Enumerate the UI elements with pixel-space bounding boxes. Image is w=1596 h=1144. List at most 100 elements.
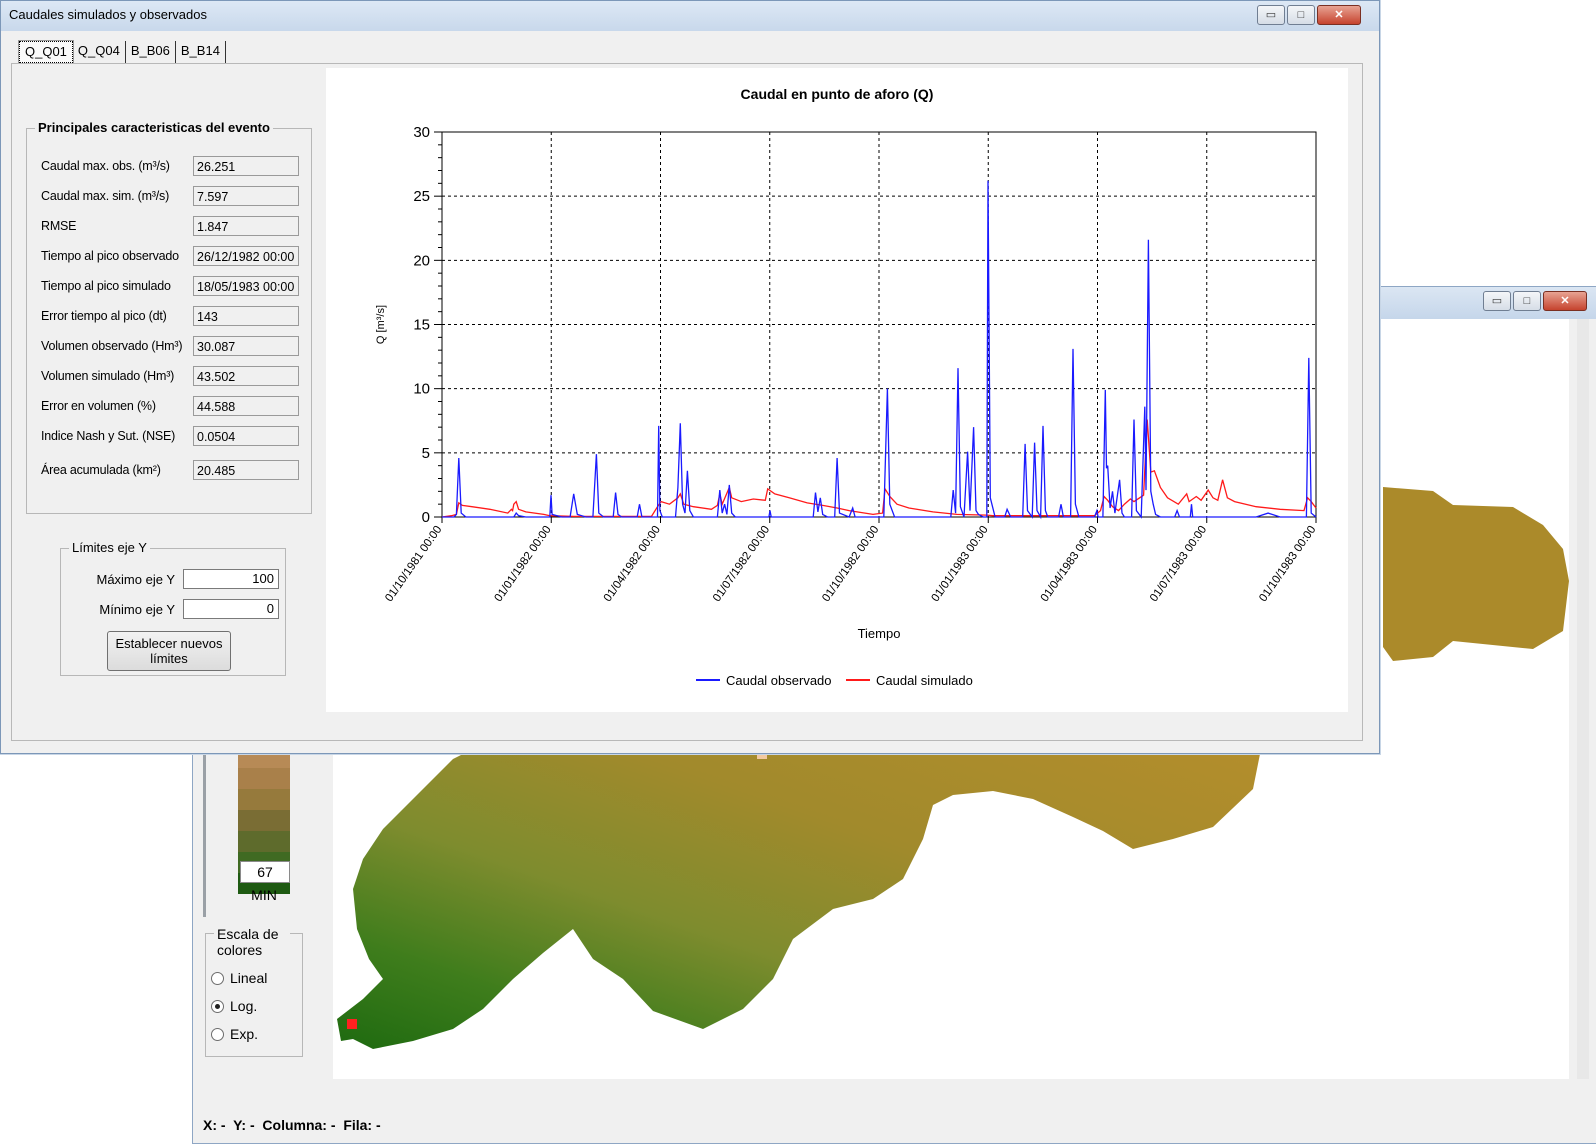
max-y-input[interactable]: 100 [183,569,279,589]
close-icon[interactable]: ✕ [1317,5,1361,25]
y-tick-label: 30 [413,124,430,141]
x-tick-label: 01/10/1983 00:00 [1257,524,1318,604]
x-tick-label: 01/04/1983 00:00 [1039,524,1100,604]
event-field-value[interactable]: 0.0504 [193,426,299,446]
max-y-row: Máximo eje Y 100 [79,569,279,589]
radio-icon [211,1027,224,1041]
status-x-value: - [220,1117,226,1133]
close-icon[interactable]: ✕ [1543,291,1587,311]
event-characteristics-group: Principales caracteristicas del evento C… [26,120,312,514]
chart-title: Caudal en punto de aforo (Q) [740,86,934,102]
event-field-label: Caudal max. obs. (m³/s) [41,159,170,173]
gauge-marker [757,749,767,759]
event-field-value[interactable]: 43.502 [193,366,299,386]
vertical-scrollbar[interactable] [1577,319,1589,1079]
y-tick-label: 10 [413,381,430,398]
flow-window-titlebar: Caudales simulados y observados ▭ □ ✕ [1,1,1379,31]
event-field-row: Error tiempo al pico (dt) 143 [41,305,299,327]
flow-chart: 0 5 10 15 20 25 30 01/10/1981 00:00 01/01/1982 0… [375,124,1318,688]
tab-b-b06[interactable]: B_B06 [126,41,176,63]
chart-area: Caudal en punto de aforo (Q) 0 5 10 15 20 25 3… [326,68,1348,712]
status-x-label: X: [203,1117,217,1133]
x-tick-label: 01/10/1981 00:00 [383,524,444,604]
event-field-row: RMSE 1.847 [41,215,299,237]
event-field-label: Indice Nash y Sut. (NSE) [41,429,176,443]
tab-q-q01[interactable]: Q_Q01 [18,40,74,64]
maximize-icon[interactable]: □ [1513,291,1541,311]
event-field-label: Caudal max. sim. (m³/s) [41,189,170,203]
event-field-label: Volumen simulado (Hm³) [41,369,175,383]
event-field-label: Volumen observado (Hm³) [41,339,183,353]
min-y-row: Mínimo eje Y 0 [79,599,279,619]
status-bar: X: - Y: - Columna: - Fila: - [203,1117,381,1133]
scale-option-lineal[interactable]: Lineal [211,970,267,986]
event-field-row: Volumen observado (Hm³) 30.087 [41,335,299,357]
status-col-label: Columna: [262,1117,327,1133]
flow-window: Caudales simulados y observados ▭ □ ✕ Q_… [0,0,1380,754]
y-tick-label: 0 [422,509,430,526]
color-scale-group: Escala de colores Lineal Log. Exp. [205,926,303,1057]
x-tick-label: 01/01/1983 00:00 [930,524,991,604]
y-tick-label: 5 [422,445,430,462]
event-field-value[interactable]: 44.588 [193,396,299,416]
event-field-label: Error en volumen (%) [41,399,156,413]
event-field-value[interactable]: 26/12/1982 00:00 [193,246,299,266]
event-field-value[interactable]: 143 [193,306,299,326]
event-field-label: Área acumulada (km²) [41,463,161,477]
tab-b-b14[interactable]: B_B14 [176,41,226,63]
status-col-value: - [330,1117,336,1133]
min-y-label: Mínimo eje Y [99,601,175,617]
ramp-swatch [238,789,290,810]
event-field-value[interactable]: 20.485 [193,460,299,480]
minimize-icon[interactable]: ▭ [1257,5,1285,25]
event-field-row: Área acumulada (km²) 20.485 [41,459,299,481]
radio-selected-icon [211,999,224,1013]
ramp-swatch [238,810,290,831]
event-field-value[interactable]: 30.087 [193,336,299,356]
x-tick-label: 01/01/1982 00:00 [493,524,554,604]
scale-option-label: Lineal [230,970,268,986]
event-field-row: Indice Nash y Sut. (NSE) 0.0504 [41,425,299,447]
ramp-swatch [238,768,290,789]
minimize-icon[interactable]: ▭ [1483,291,1511,311]
min-y-input[interactable]: 0 [183,599,279,619]
tab-page: Principales caracteristicas del evento C… [11,63,1363,741]
status-y-label: Y: [233,1117,247,1133]
event-field-value[interactable]: 18/05/1983 00:00 [193,276,299,296]
event-field-label: Tiempo al pico simulado [41,279,171,293]
status-y-value: - [249,1117,255,1133]
y-tick-label: 20 [413,252,430,269]
event-field-value[interactable]: 7.597 [193,186,299,206]
scale-option-exp[interactable]: Exp. [211,1026,258,1042]
legend-label: Caudal simulado [876,673,973,688]
ramp-swatch [238,831,290,852]
event-field-row: Error en volumen (%) 44.588 [41,395,299,417]
event-field-row: Tiempo al pico observado 26/12/1982 00:00 [41,245,299,267]
event-field-row: Caudal max. sim. (m³/s) 7.597 [41,185,299,207]
event-field-row: Volumen simulado (Hm³) 43.502 [41,365,299,387]
map-window-controls: ▭ □ ✕ [1483,291,1587,311]
y-axis-label: Q [m³/s] [375,305,387,344]
status-row-label: Fila: [343,1117,373,1133]
event-field-value[interactable]: 26.251 [193,156,299,176]
x-tick-label: 01/07/1983 00:00 [1148,524,1209,604]
event-field-row: Caudal max. obs. (m³/s) 26.251 [41,155,299,177]
x-tick-label: 01/10/1982 00:00 [820,524,881,604]
color-ramp [238,747,290,894]
y-tick-label: 15 [413,317,430,334]
scale-option-label: Log. [230,998,258,1014]
set-limits-button[interactable]: Establecer nuevos límites [107,631,231,671]
tab-q-q04[interactable]: Q_Q04 [73,41,126,63]
y-limits-title: Límites eje Y [69,540,150,555]
set-limits-button-line1: Establecer nuevos [115,636,223,651]
flow-window-controls: ▭ □ ✕ [1257,5,1361,25]
legend-min-label: MIN [251,887,277,903]
maximize-icon[interactable]: □ [1287,5,1315,25]
tab-strip: Q_Q01 Q_Q04 B_B06 B_B14 [18,40,226,64]
event-field-label: Error tiempo al pico (dt) [41,309,167,323]
event-field-value[interactable]: 1.847 [193,216,299,236]
terrain-region-upper [1383,487,1569,661]
y-limits-group: Límites eje Y Máximo eje Y 100 Mínimo ej… [60,540,286,676]
scale-option-log[interactable]: Log. [211,998,257,1014]
x-axis-label: Tiempo [858,626,901,641]
